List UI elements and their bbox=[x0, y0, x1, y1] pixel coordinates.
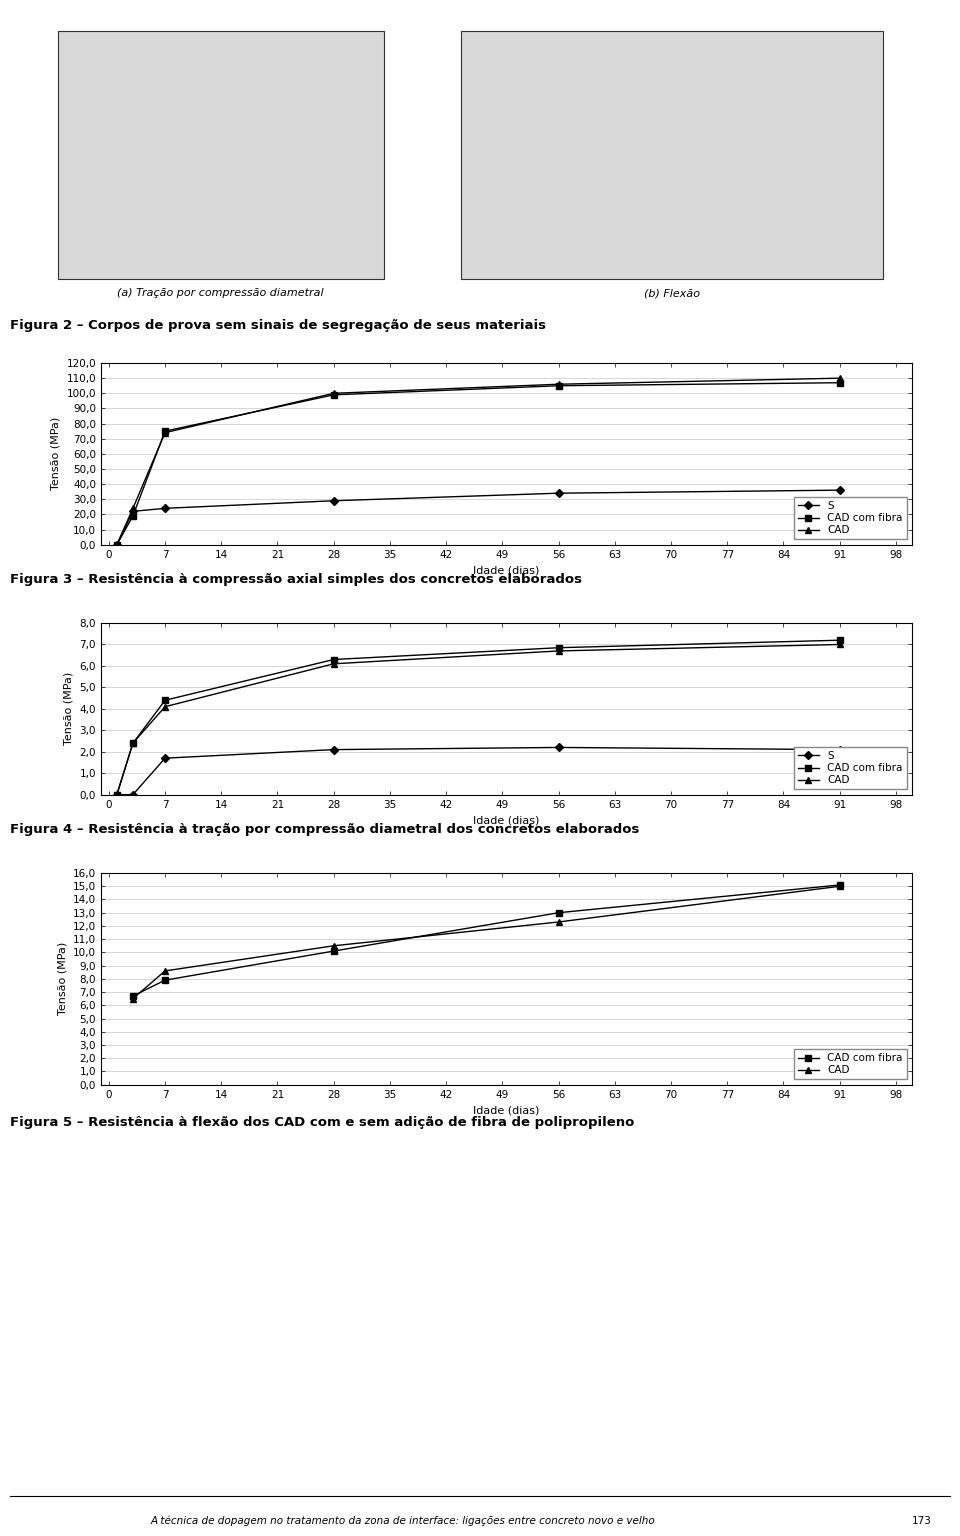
CAD bbox=[553, 375, 564, 393]
CAD com fibra bbox=[159, 971, 171, 989]
CAD com fibra bbox=[159, 422, 171, 441]
Line: CAD com fibra: CAD com fibra bbox=[114, 637, 843, 797]
S bbox=[328, 492, 340, 510]
CAD com fibra bbox=[127, 507, 138, 525]
S bbox=[834, 740, 846, 759]
Line: CAD com fibra: CAD com fibra bbox=[131, 882, 843, 998]
CAD bbox=[127, 499, 138, 518]
CAD bbox=[328, 654, 340, 673]
CAD com fibra bbox=[553, 639, 564, 657]
S bbox=[159, 499, 171, 518]
Text: (b) Flexão: (b) Flexão bbox=[644, 289, 700, 298]
CAD bbox=[553, 912, 564, 931]
S bbox=[834, 481, 846, 499]
CAD com fibra bbox=[553, 903, 564, 922]
Text: Figura 5 – Resistência à flexão dos CAD com e sem adição de fibra de polipropile: Figura 5 – Resistência à flexão dos CAD … bbox=[10, 1117, 634, 1129]
Text: 173: 173 bbox=[911, 1516, 931, 1525]
S bbox=[111, 536, 123, 554]
CAD com fibra bbox=[111, 785, 123, 803]
CAD bbox=[127, 989, 138, 1008]
CAD bbox=[111, 536, 123, 554]
Legend: CAD com fibra, CAD: CAD com fibra, CAD bbox=[794, 1049, 907, 1080]
S bbox=[553, 484, 564, 502]
CAD com fibra bbox=[834, 631, 846, 650]
S bbox=[553, 739, 564, 757]
Bar bbox=[461, 31, 883, 280]
CAD bbox=[834, 877, 846, 895]
CAD com fibra bbox=[159, 691, 171, 710]
CAD com fibra bbox=[328, 942, 340, 960]
Line: CAD: CAD bbox=[114, 642, 843, 797]
CAD bbox=[328, 937, 340, 955]
Legend: S, CAD com fibra, CAD: S, CAD com fibra, CAD bbox=[794, 498, 907, 539]
S bbox=[159, 750, 171, 768]
Text: Figura 3 – Resistência à compressão axial simples dos concretos elaborados: Figura 3 – Resistência à compressão axia… bbox=[10, 573, 582, 587]
S bbox=[127, 502, 138, 521]
Legend: S, CAD com fibra, CAD: S, CAD com fibra, CAD bbox=[794, 746, 907, 790]
CAD com fibra bbox=[834, 373, 846, 392]
CAD com fibra bbox=[553, 376, 564, 395]
CAD com fibra bbox=[111, 536, 123, 554]
CAD com fibra bbox=[328, 386, 340, 404]
Line: S: S bbox=[114, 487, 843, 547]
Line: CAD com fibra: CAD com fibra bbox=[114, 379, 843, 547]
CAD bbox=[127, 734, 138, 753]
Y-axis label: Tensão (MPa): Tensão (MPa) bbox=[51, 418, 60, 490]
X-axis label: Idade (dias): Idade (dias) bbox=[473, 1104, 540, 1115]
CAD bbox=[834, 636, 846, 654]
S bbox=[111, 785, 123, 803]
CAD bbox=[159, 962, 171, 980]
CAD bbox=[111, 785, 123, 803]
S bbox=[127, 785, 138, 803]
CAD com fibra bbox=[328, 650, 340, 668]
CAD bbox=[553, 642, 564, 660]
Y-axis label: Tensão (MPa): Tensão (MPa) bbox=[58, 942, 67, 1015]
Text: A técnica de dopagem no tratamento da zona de interface: ligações entre concreto: A técnica de dopagem no tratamento da zo… bbox=[151, 1516, 656, 1527]
CAD bbox=[159, 424, 171, 442]
CAD bbox=[834, 369, 846, 387]
CAD com fibra bbox=[127, 986, 138, 1005]
X-axis label: Idade (dias): Idade (dias) bbox=[473, 816, 540, 825]
Bar bbox=[58, 31, 384, 280]
Y-axis label: Tensão (MPa): Tensão (MPa) bbox=[64, 673, 74, 745]
CAD bbox=[328, 384, 340, 402]
CAD bbox=[159, 697, 171, 716]
Line: CAD: CAD bbox=[114, 375, 843, 547]
Text: Figura 4 – Resistência à tração por compressão diametral dos concretos elaborado: Figura 4 – Resistência à tração por comp… bbox=[10, 823, 639, 837]
CAD com fibra bbox=[834, 876, 846, 894]
Line: S: S bbox=[114, 745, 843, 797]
CAD com fibra bbox=[127, 734, 138, 753]
Text: (a) Tração por compressão diametral: (a) Tração por compressão diametral bbox=[117, 289, 324, 298]
S bbox=[328, 740, 340, 759]
Line: CAD: CAD bbox=[131, 883, 843, 1001]
X-axis label: Idade (dias): Idade (dias) bbox=[473, 565, 540, 574]
Text: Figura 2 – Corpos de prova sem sinais de segregação de seus materiais: Figura 2 – Corpos de prova sem sinais de… bbox=[10, 318, 545, 332]
